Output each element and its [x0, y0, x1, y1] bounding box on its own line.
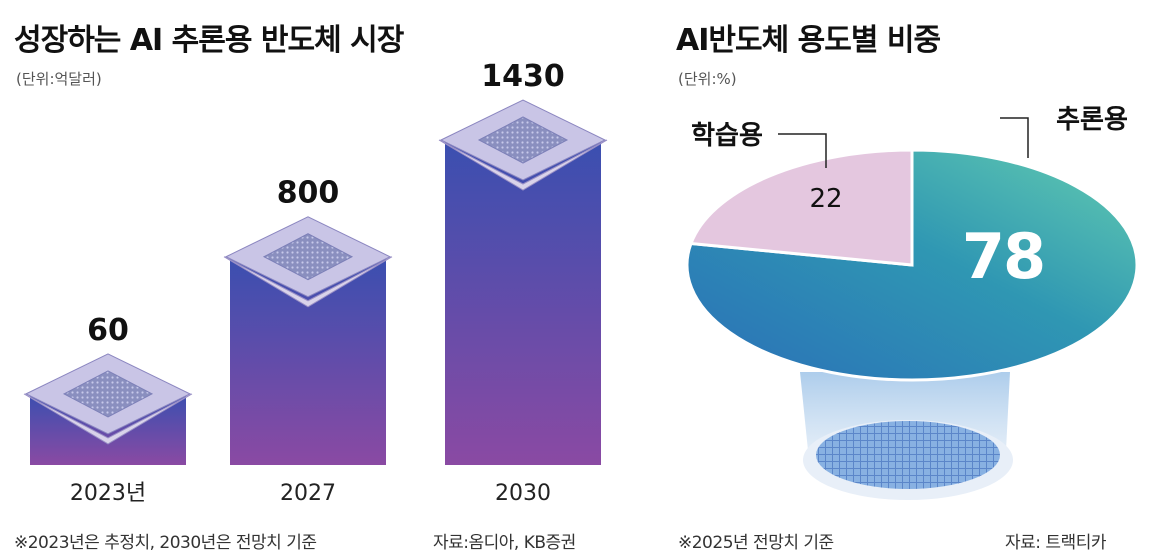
category-label-1: 2027	[280, 481, 336, 506]
category-label-0: 2023년	[70, 481, 146, 506]
right-unit: (단위:%)	[678, 70, 737, 88]
chip-die-2	[477, 116, 569, 164]
value-label-2: 1430	[481, 59, 565, 94]
chip-icon-0	[23, 353, 193, 445]
chip-icon-1	[223, 216, 393, 308]
chip-icon-2	[438, 99, 608, 191]
left-footnote: ※2023년은 추정치, 2030년은 전망치 기준	[14, 533, 316, 553]
bar-chart: 60 2023년 800 2027 1430 2030	[23, 59, 608, 506]
category-label-2: 2030	[495, 481, 551, 506]
left-title: 성장하는 AI 추론용 반도체 시장	[14, 23, 405, 58]
slice-value-inference: 78	[962, 220, 1044, 293]
chip-pins-2	[438, 139, 608, 191]
value-label-0: 60	[87, 313, 129, 348]
wafer-icon	[816, 421, 1000, 489]
bar-2	[445, 140, 601, 465]
left-source: 자료:옴디아, KB증권	[433, 533, 576, 553]
wafer-illustration	[800, 372, 1013, 500]
pie-slice-1	[688, 148, 914, 267]
slice-label-inference: 추론용	[1056, 105, 1128, 135]
right-title: AI반도체 용도별 비중	[676, 23, 940, 58]
chip-die-0	[62, 370, 154, 418]
slice-label-training: 학습용	[691, 121, 763, 151]
leader-line-training	[778, 133, 827, 168]
right-source: 자료: 트랙티카	[1005, 533, 1107, 553]
slice-value-training: 22	[809, 184, 842, 214]
value-label-1: 800	[277, 176, 340, 211]
right-footnote: ※2025년 전망치 기준	[678, 533, 834, 553]
left-unit: (단위:억달러)	[16, 70, 102, 88]
leader-line-inference	[1000, 117, 1029, 158]
chip-pins-1	[223, 256, 393, 308]
chip-pins-0	[23, 393, 193, 445]
chip-die-1	[262, 233, 354, 281]
